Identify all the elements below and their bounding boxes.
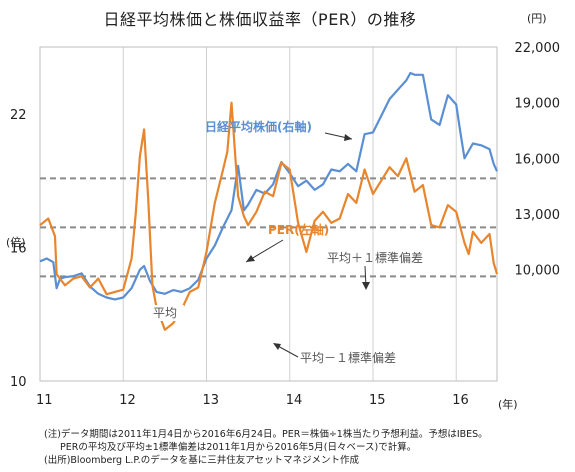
arrowhead-nikkei <box>344 134 352 141</box>
x-tick-13: 13 <box>202 393 219 408</box>
label-nikkei: 日経平均株価(右軸) <box>205 119 312 134</box>
arrow-minus-1sd <box>275 344 299 358</box>
series-line-nikkei <box>39 71 499 301</box>
plot-frame <box>39 46 498 382</box>
note-data-period: (注)データ期間は2011年1月4日から2016年6月24日。PER＝株価÷1株… <box>44 429 488 440</box>
label-mean-bg <box>150 305 184 321</box>
y-right-tick-16000: 16,000 <box>515 152 561 167</box>
y-right-tick-19000: 19,000 <box>515 97 561 112</box>
y-left-tick-22: 22 <box>10 108 27 123</box>
y-right-tick-13000: 13,000 <box>515 208 561 223</box>
note-source: (出所)Bloomberg L.P.のデータを基に三井住友アセットマネジメント作… <box>44 455 360 466</box>
chart-title: 日経平均株価と株価収益率（PER）の推移 <box>103 10 417 29</box>
note-std-dev: PERの平均及び平均±1標準偏差は2011年1月から2016年5月(日々ベース)… <box>60 442 417 453</box>
arrowhead-minus-1sd <box>273 343 281 350</box>
y-left-tick-16: 16 <box>10 241 27 256</box>
series-line-per <box>39 101 499 331</box>
label-per: PER(左軸) <box>268 222 329 237</box>
arrowhead-per <box>246 255 255 262</box>
y-right-unit: (円) <box>527 12 547 25</box>
y-left-tick-10: 10 <box>10 375 27 390</box>
arrowhead-plus-1sd <box>362 282 370 290</box>
chart: 10 16 22 (倍) 10,000 13,000 16,000 19,000 22,000 (… <box>6 12 561 411</box>
x-tick-16: 16 <box>452 393 469 408</box>
label-mean: 平均 <box>153 306 177 320</box>
x-unit: (年) <box>498 397 518 411</box>
label-minus-1sd: 平均－１標準偏差 <box>300 350 396 365</box>
x-tick-12: 12 <box>119 393 136 408</box>
y-left-unit: (倍) <box>6 235 26 249</box>
x-tick-11: 11 <box>36 393 53 408</box>
label-plus-1sd: 平均＋１標準偏差 <box>327 250 423 265</box>
y-right-tick-22000: 22,000 <box>515 41 561 56</box>
y-right-tick-10000: 10,000 <box>515 264 561 279</box>
x-tick-14: 14 <box>286 393 303 408</box>
x-tick-15: 15 <box>369 393 386 408</box>
